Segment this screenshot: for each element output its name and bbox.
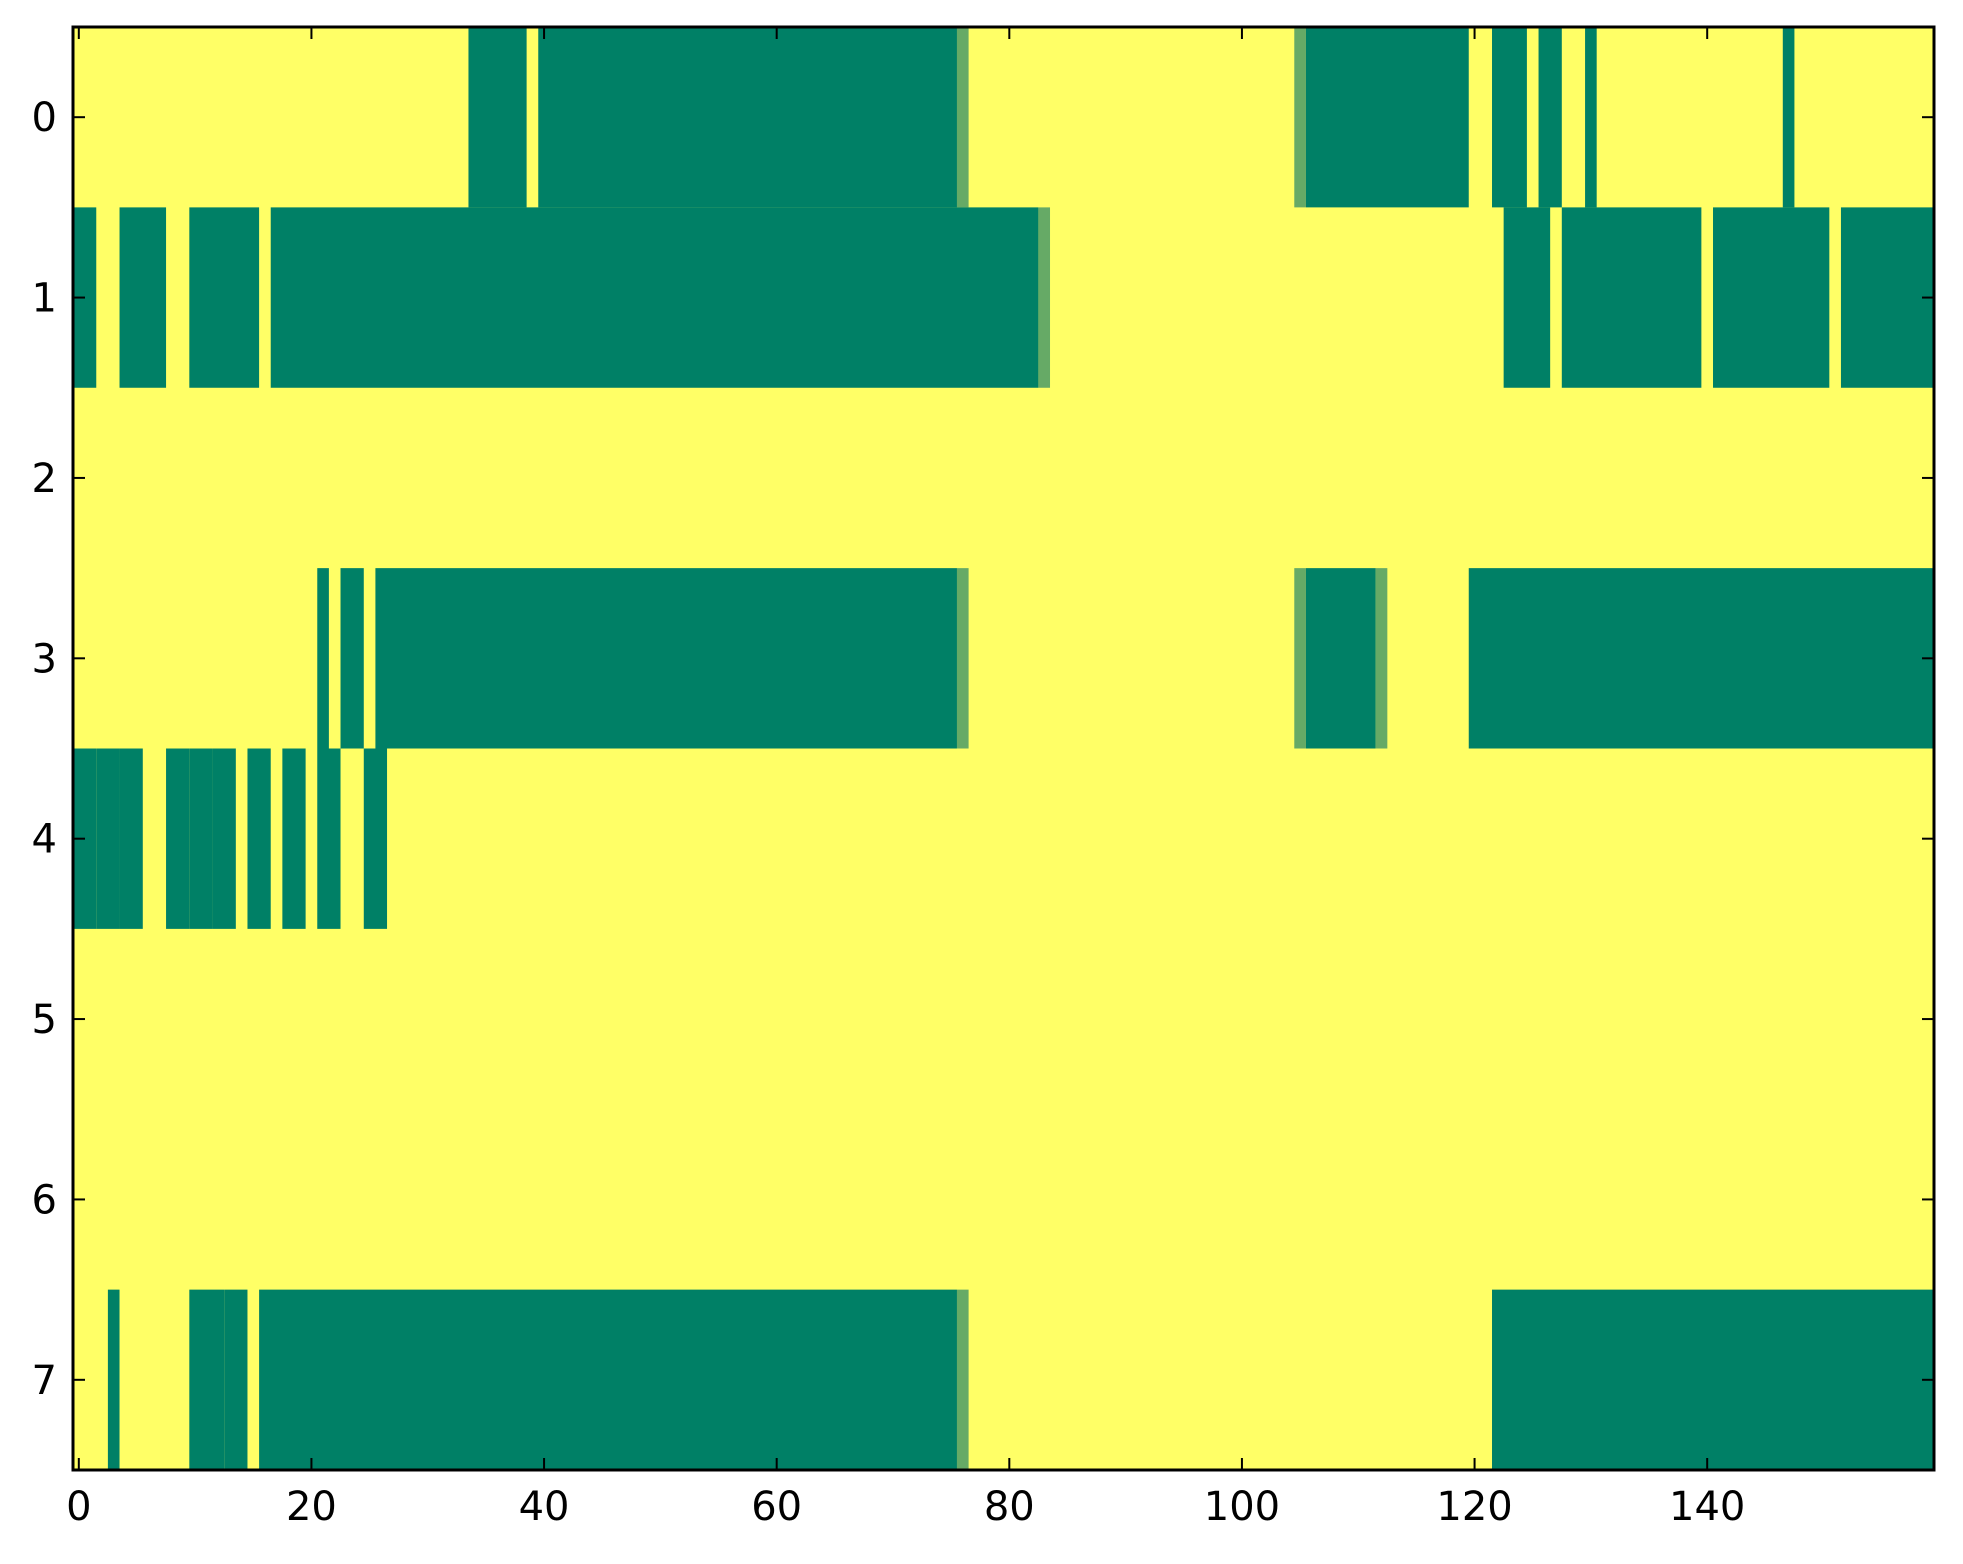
heatmap-cell-row-4-seg-3 xyxy=(166,748,190,929)
heatmap-cell-row-7-seg-3 xyxy=(259,1289,957,1471)
x-tick-label-60: 60 xyxy=(751,1484,802,1530)
heatmap-cell-row-1-seg-6 xyxy=(1561,207,1702,388)
plot-area xyxy=(73,27,1934,1471)
heatmap-cell-row-4-seg-8 xyxy=(317,748,341,929)
y-tick-label-3: 3 xyxy=(32,636,57,682)
y-tick-label-4: 4 xyxy=(32,817,57,863)
heatmap-cell-row-4-seg-4 xyxy=(189,748,213,929)
y-tick-label-0: 0 xyxy=(32,95,57,141)
heatmap-cell-row-3-seg-1 xyxy=(340,568,364,749)
heatmap-cell-row-7-seg-2 xyxy=(224,1289,248,1471)
heatmap-cell-row-3-seg-7 xyxy=(1468,568,1934,749)
heatmap-cell-row-0-seg-6 xyxy=(1538,27,1562,208)
heatmap-cell-row-0-seg-4 xyxy=(1305,27,1469,208)
heatmap-cell-row-4-seg-7 xyxy=(282,748,306,929)
y-tick-label-6: 6 xyxy=(32,1177,57,1223)
x-tick-label-40: 40 xyxy=(519,1484,570,1530)
x-tick-label-100: 100 xyxy=(1204,1484,1280,1530)
heatmap-cell-row-4-seg-2 xyxy=(119,748,143,929)
heatmap-cell-row-7-seg-5 xyxy=(1492,1289,1934,1471)
heatmap-cell-row-3-seg-6 xyxy=(1375,568,1388,749)
axes-frame xyxy=(71,25,1936,1472)
heatmap-cell-row-0-seg-1 xyxy=(538,27,957,208)
heatmap-cell-row-7-seg-1 xyxy=(189,1289,225,1471)
heatmap-cell-row-0-seg-8 xyxy=(1782,27,1795,208)
heatmap-cell-row-4-seg-6 xyxy=(247,748,271,929)
heatmap-cell-row-0-seg-5 xyxy=(1492,27,1527,208)
y-tick-label-2: 2 xyxy=(32,456,57,502)
heatmap-cell-row-1-seg-3 xyxy=(270,207,1039,388)
y-axis: 0 1 2 3 4 5 6 7 xyxy=(32,95,1934,1404)
y-tick-label-5: 5 xyxy=(32,997,57,1043)
x-tick-label-20: 20 xyxy=(286,1484,337,1530)
heatmap-cell-row-7-seg-4 xyxy=(956,1289,969,1471)
heatmap-cell-row-1-seg-8 xyxy=(1840,207,1934,388)
heatmap-cell-row-1-seg-1 xyxy=(119,207,167,388)
heatmap-cell-row-7-seg-0 xyxy=(107,1289,120,1471)
heatmap-cell-row-3-seg-5 xyxy=(1305,568,1376,749)
x-axis: 0 20 40 60 80 100 120 140 xyxy=(66,27,1745,1530)
y-tick-label-1: 1 xyxy=(32,276,57,322)
heatmap-cell-row-3-seg-2 xyxy=(375,568,957,749)
heatmap-cell-row-4-seg-9 xyxy=(363,748,388,929)
x-tick-label-0: 0 xyxy=(66,1484,91,1530)
heatmap-cell-row-4-seg-5 xyxy=(212,748,236,929)
heatmap-cell-row-3-seg-3 xyxy=(956,568,969,749)
heatmap-cell-row-1-seg-2 xyxy=(189,207,260,388)
heatmap-cell-row-4-seg-1 xyxy=(96,748,120,929)
heatmap-cell-row-0-seg-7 xyxy=(1585,27,1597,208)
heatmap-cell-row-0-seg-3 xyxy=(1294,27,1306,208)
heatmap-cell-row-0-seg-2 xyxy=(956,27,969,208)
x-tick-label-80: 80 xyxy=(984,1484,1035,1530)
x-tick-label-140: 140 xyxy=(1669,1484,1745,1530)
heatmap-cell-row-1-seg-5 xyxy=(1503,207,1551,388)
heatmap-cell-row-1-seg-7 xyxy=(1713,207,1830,388)
y-tick-label-7: 7 xyxy=(32,1358,57,1404)
heatmap-cell-row-0-seg-0 xyxy=(468,27,527,208)
heatmap-cell-row-1-seg-4 xyxy=(1038,207,1051,388)
heatmap-cell-row-3-seg-4 xyxy=(1294,568,1306,749)
heatmap-cell-row-3-seg-0 xyxy=(317,568,329,749)
x-tick-label-120: 120 xyxy=(1436,1484,1512,1530)
